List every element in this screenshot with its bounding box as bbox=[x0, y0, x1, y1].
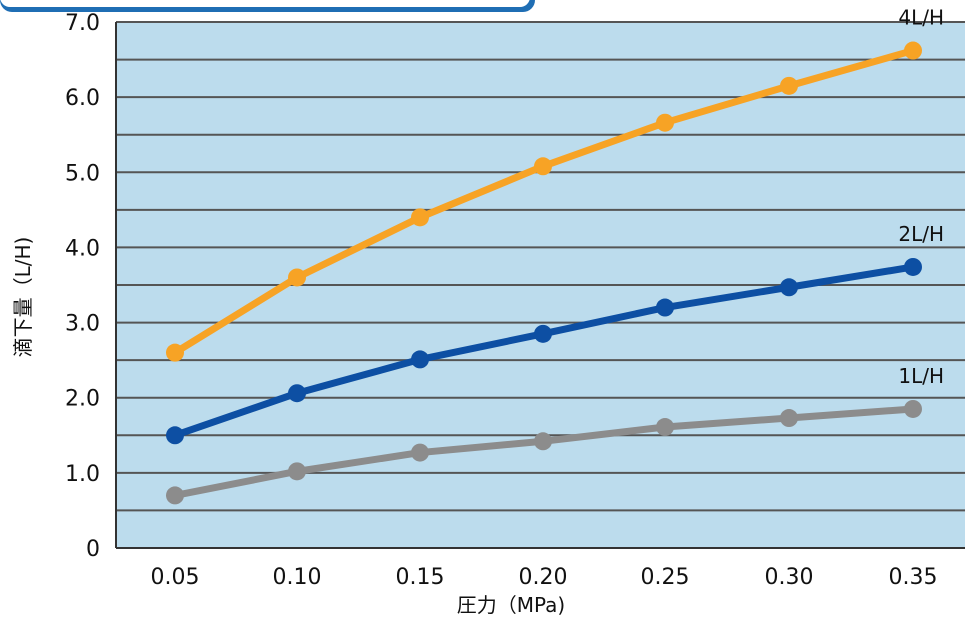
data-point bbox=[411, 443, 429, 462]
gridlines bbox=[116, 21, 965, 512]
data-point bbox=[780, 278, 798, 297]
data-point bbox=[166, 486, 184, 505]
tick-labels: 0 1.0 2.0 3.0 4.0 5.0 6.0 7.0 0.05 0.10 0.15 0.20 0.… bbox=[65, 11, 937, 590]
data-point bbox=[288, 462, 306, 481]
x-tick-label: 0.25 bbox=[641, 565, 690, 590]
x-tick-label: 0.35 bbox=[889, 565, 938, 590]
data-point bbox=[656, 418, 674, 437]
data-point bbox=[904, 257, 922, 276]
data-point bbox=[534, 432, 552, 451]
data-point bbox=[780, 409, 798, 428]
data-point bbox=[166, 343, 184, 362]
header-bar-inner bbox=[0, 0, 530, 7]
y-tick-label: 6.0 bbox=[65, 86, 100, 111]
data-point bbox=[780, 76, 798, 95]
data-point bbox=[288, 384, 306, 403]
data-point bbox=[411, 350, 429, 369]
data-point bbox=[904, 399, 922, 418]
x-tick-label: 0.20 bbox=[519, 565, 568, 590]
data-point bbox=[656, 298, 674, 317]
y-axis-title: 滴下量（L/H) bbox=[11, 237, 35, 358]
x-tick-label: 0.30 bbox=[765, 565, 814, 590]
x-tick-label: 0.10 bbox=[273, 565, 322, 590]
y-tick-label: 5.0 bbox=[65, 161, 100, 186]
x-tick-label: 0.05 bbox=[151, 565, 200, 590]
series: 4L/H 2L/H 1L/H bbox=[166, 6, 944, 505]
axes bbox=[115, 22, 965, 549]
y-tick-label: 4.0 bbox=[65, 236, 100, 261]
series-label: 2L/H bbox=[898, 222, 944, 246]
y-tick-label: 2.0 bbox=[65, 387, 100, 412]
x-tick-label: 0.15 bbox=[396, 565, 445, 590]
x-axis-title: 圧力（MPa) bbox=[457, 593, 565, 617]
y-tick-label: 0 bbox=[86, 537, 100, 562]
data-point bbox=[656, 113, 674, 132]
data-point bbox=[904, 41, 922, 60]
data-point bbox=[534, 157, 552, 176]
y-tick-label: 7.0 bbox=[65, 11, 100, 36]
data-point bbox=[166, 426, 184, 445]
series-label: 1L/H bbox=[898, 364, 944, 388]
data-point bbox=[288, 268, 306, 287]
series-label: 4L/H bbox=[898, 6, 944, 30]
y-tick-label: 1.0 bbox=[65, 462, 100, 487]
y-tick-label: 3.0 bbox=[65, 312, 100, 337]
data-point bbox=[534, 324, 552, 343]
data-point bbox=[411, 208, 429, 227]
